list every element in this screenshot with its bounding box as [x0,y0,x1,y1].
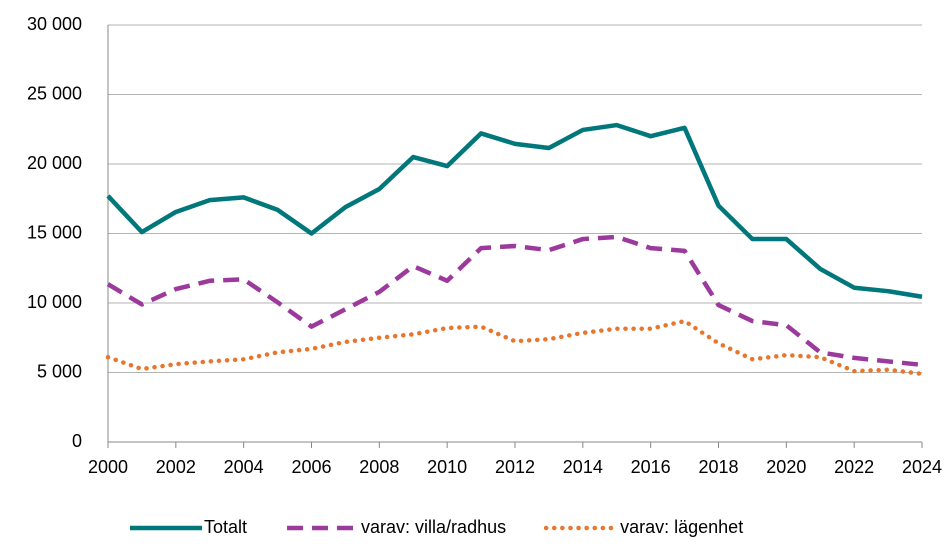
x-tick-label: 2014 [563,457,603,477]
y-tick-label: 10 000 [27,292,82,312]
x-tick-label: 2020 [766,457,806,477]
x-tick-label: 2024 [902,457,942,477]
y-tick-label: 20 000 [27,153,82,173]
x-tick-label: 2000 [88,457,128,477]
y-tick-label: 5 000 [37,361,82,381]
legend: Totalt varav: villa/radhus varav: lägenhet [130,517,743,537]
series-line [105,318,925,377]
x-tick-label: 2002 [156,457,196,477]
series-line [106,234,923,368]
x-tick-label: 2004 [224,457,264,477]
series-line [106,122,923,299]
y-tick-label: 30 000 [27,14,82,34]
y-tick-label: 15 000 [27,222,82,242]
x-tick-label: 2022 [834,457,874,477]
y-tick-label: 0 [72,431,82,451]
x-tick-label: 2018 [698,457,738,477]
x-tick-label: 2006 [291,457,331,477]
x-tick-label: 2012 [495,457,535,477]
x-tick-label: 2016 [631,457,671,477]
legend-label: varav: lägenhet [620,517,743,537]
x-tick-label: 2008 [359,457,399,477]
legend-label: Totalt [204,517,247,537]
y-tick-label: 25 000 [27,83,82,103]
x-tick-label: 2010 [427,457,467,477]
legend-label: varav: villa/radhus [361,517,506,537]
